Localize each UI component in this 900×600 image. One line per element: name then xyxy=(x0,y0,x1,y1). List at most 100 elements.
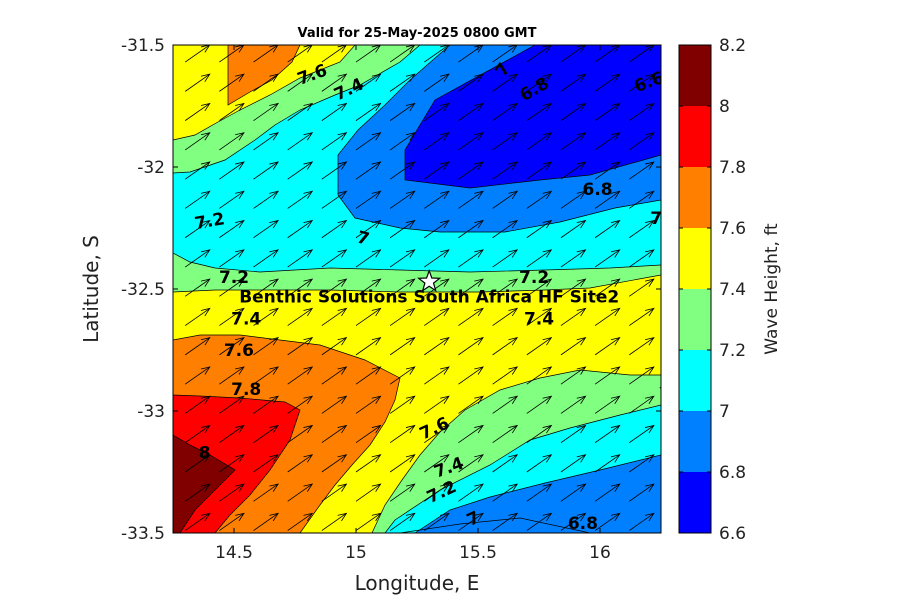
contour-line xyxy=(173,434,236,533)
vector-arrow xyxy=(253,366,279,385)
vector-arrow xyxy=(526,73,552,92)
vector-arrow xyxy=(253,103,279,121)
vector-arrow-head xyxy=(337,102,348,112)
vector-arrow-head xyxy=(337,395,348,404)
vector-arrow-head xyxy=(371,278,382,287)
vector-arrow xyxy=(629,132,655,151)
vector-arrow-head xyxy=(303,161,314,170)
vector-arrow xyxy=(389,45,415,63)
vector-arrow-head xyxy=(610,249,621,258)
vector-arrow-head xyxy=(303,73,314,82)
contour-value-label: 7.2 xyxy=(219,268,249,288)
vector-arrow xyxy=(458,278,484,297)
vector-arrow-head xyxy=(576,454,587,463)
vector-arrow-head xyxy=(474,337,484,346)
vector-arrow-head xyxy=(610,512,621,522)
vector-arrow xyxy=(389,249,415,268)
vector-arrow xyxy=(458,45,484,63)
vector-arrow xyxy=(594,73,620,92)
vector-arrow-head xyxy=(645,366,655,375)
vector-arrow-head xyxy=(371,454,382,463)
y-tick-label: -33.5 xyxy=(121,524,165,544)
vector-arrow xyxy=(492,454,518,473)
vector-arrow-head xyxy=(235,337,245,346)
vector-arrow-head xyxy=(235,307,245,317)
vector-arrow-head xyxy=(610,102,621,112)
vector-arrow xyxy=(184,425,211,444)
vector-arrow-head xyxy=(337,366,348,375)
vector-arrow-head xyxy=(610,307,621,317)
vector-arrow-head xyxy=(610,132,621,141)
vector-arrow xyxy=(287,132,313,151)
vector-arrow xyxy=(321,454,347,473)
vector-arrow xyxy=(355,337,381,356)
vector-arrow xyxy=(184,337,211,356)
vector-arrow xyxy=(287,73,313,92)
vector-arrow xyxy=(458,190,484,209)
vector-arrow xyxy=(594,161,620,180)
vector-arrow xyxy=(526,103,552,121)
vector-arrow xyxy=(184,73,211,92)
contour-line xyxy=(173,274,661,293)
vector-arrow-head xyxy=(474,512,484,522)
vector-arrow-head xyxy=(645,454,655,463)
vector-arrow-head xyxy=(542,454,553,463)
vector-arrow-head xyxy=(269,512,279,522)
vector-arrow xyxy=(355,454,381,473)
colorbar-segment xyxy=(679,228,711,289)
vector-arrow xyxy=(526,483,552,502)
vector-arrow-head xyxy=(440,45,450,53)
vector-arrow-head xyxy=(371,161,382,170)
vector-arrow-head xyxy=(200,249,211,258)
vector-arrow xyxy=(526,513,552,531)
vector-arrow-head xyxy=(235,366,245,375)
vector-arrow-head xyxy=(269,161,279,170)
vector-arrow-head xyxy=(235,483,245,492)
vector-arrow-head xyxy=(371,249,382,258)
vector-arrow-head xyxy=(610,454,621,463)
vector-arrow-head xyxy=(337,73,348,82)
vector-arrow-head xyxy=(371,395,382,404)
vector-arrow xyxy=(219,103,245,121)
colorbar-tick-label: 7.4 xyxy=(719,280,746,300)
vector-arrow-head xyxy=(508,278,519,287)
vector-arrow-head xyxy=(610,395,621,404)
vector-arrow-head xyxy=(576,132,587,141)
vector-arrow-head xyxy=(337,424,348,434)
vector-arrow-head xyxy=(200,512,211,522)
contour-value-label: 8 xyxy=(199,443,211,463)
vector-arrow xyxy=(355,395,381,414)
vector-arrow xyxy=(321,483,347,502)
vector-arrow xyxy=(594,103,620,121)
vector-arrow xyxy=(219,308,245,326)
vector-arrow-head xyxy=(645,307,655,317)
vector-arrow xyxy=(594,483,620,502)
vector-arrow xyxy=(526,249,552,268)
vector-arrow-head xyxy=(235,249,245,258)
vector-arrow xyxy=(287,483,313,502)
vector-arrow xyxy=(526,161,552,180)
vector-arrow-head xyxy=(303,512,314,522)
vector-arrow-head xyxy=(235,278,245,287)
vector-arrow-head xyxy=(440,337,450,346)
vector-arrow xyxy=(560,366,586,385)
vector-arrow xyxy=(253,249,279,268)
vector-arrow-head xyxy=(508,219,519,229)
vector-arrow-head xyxy=(269,45,279,53)
vector-arrow-head xyxy=(645,132,655,141)
vector-arrow xyxy=(184,220,211,239)
vector-arrow-head xyxy=(371,45,381,53)
vector-arrow xyxy=(629,190,655,209)
vector-arrow-head xyxy=(508,249,519,258)
vector-arrow xyxy=(629,425,655,444)
vector-arrow-head xyxy=(200,132,211,141)
colorbar-tick-label: 7 xyxy=(719,402,730,422)
vector-arrow xyxy=(389,308,415,326)
vector-arrow xyxy=(389,425,415,444)
vector-arrow xyxy=(526,45,552,63)
vector-arrow xyxy=(321,308,347,326)
vector-arrow xyxy=(355,45,381,63)
vector-arrow-head xyxy=(337,161,348,170)
vector-arrow xyxy=(219,513,245,531)
vector-arrow-head xyxy=(235,395,245,404)
